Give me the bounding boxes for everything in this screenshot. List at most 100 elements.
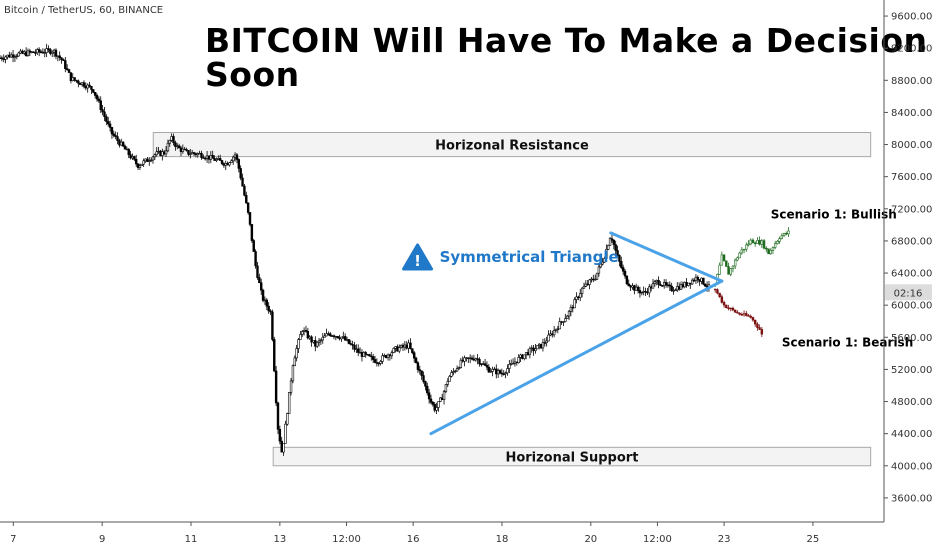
candle-body	[562, 321, 565, 323]
candle-body	[745, 313, 748, 316]
candle-body	[573, 299, 576, 309]
candle-body	[476, 358, 479, 360]
x-tick-label: 12:00	[643, 534, 672, 545]
candle-body	[65, 68, 69, 70]
candle-body	[291, 365, 295, 382]
candle-body	[655, 280, 658, 283]
candle-body	[765, 247, 768, 250]
annotation-label: Scenario 1: Bullish	[771, 208, 897, 222]
candle-body	[327, 333, 330, 335]
candle-body	[9, 54, 13, 58]
candle-body	[224, 163, 227, 166]
candle-body	[627, 283, 630, 287]
candle-body	[592, 278, 595, 281]
candle-body	[623, 270, 627, 277]
candle-body	[547, 334, 550, 342]
candle-body	[110, 127, 114, 135]
candle-body	[121, 141, 125, 147]
candle-body	[429, 398, 433, 403]
candle-body	[506, 368, 509, 374]
candle-body	[399, 344, 403, 349]
y-tick-label: 9200.00	[891, 44, 932, 55]
candle-body	[733, 309, 737, 313]
candle-body	[749, 315, 752, 318]
candle-body	[254, 251, 257, 267]
candle-body	[192, 152, 196, 154]
candle-body	[343, 336, 347, 341]
candle-body	[13, 56, 17, 58]
candle-body	[107, 121, 110, 125]
candle-body	[58, 55, 61, 59]
candle-body	[185, 149, 188, 151]
candle-body	[228, 162, 231, 166]
y-tick-label: 6800.00	[891, 236, 932, 247]
candle-body	[353, 344, 356, 350]
candle-body	[82, 82, 86, 87]
candle-body	[760, 329, 764, 335]
candle-body	[405, 344, 408, 349]
candle-body	[284, 423, 287, 444]
candle-body	[233, 154, 237, 158]
candle-body	[260, 282, 263, 291]
candle-body	[607, 245, 610, 250]
candle-body	[401, 344, 405, 348]
candle-body	[390, 352, 394, 357]
candle-body	[159, 150, 162, 156]
candle-body	[36, 49, 39, 54]
candle-body	[459, 359, 463, 368]
y-tick-label: 5600.00	[891, 333, 932, 344]
candle-body	[541, 342, 545, 349]
candle-body	[773, 243, 777, 248]
candle-body	[747, 315, 750, 317]
candle-body	[39, 51, 43, 53]
candle-body	[241, 177, 244, 187]
candle-body	[62, 59, 65, 61]
candle-body	[713, 288, 717, 291]
candle-body	[84, 86, 88, 89]
candle-body	[334, 336, 338, 338]
candle-body	[187, 150, 190, 155]
x-tick-label: 18	[496, 534, 509, 545]
candle-body	[0, 57, 4, 60]
x-tick-label: 12:00	[332, 534, 361, 545]
candle-body	[543, 342, 546, 344]
candle-body	[590, 278, 593, 281]
candle-body	[52, 49, 56, 53]
candle-body	[736, 257, 739, 261]
candle-body	[246, 202, 250, 213]
candle-body	[179, 147, 183, 152]
candle-body	[418, 369, 421, 372]
candle-body	[138, 165, 142, 168]
candle-body	[45, 48, 48, 53]
candle-body	[368, 354, 371, 357]
candle-body	[454, 370, 457, 373]
candle-body	[446, 381, 449, 385]
candle-body	[646, 291, 649, 294]
candle-body	[11, 54, 15, 58]
candle-body	[34, 52, 37, 54]
candle-body	[552, 330, 556, 336]
candle-body	[439, 397, 442, 402]
zone-box	[272, 446, 872, 467]
candle-body	[381, 355, 384, 362]
candle-body	[698, 279, 701, 282]
annotation-label: Scenario 1: Bearish	[782, 335, 913, 349]
candle-body	[474, 358, 477, 361]
candle-body	[174, 142, 177, 147]
candle-body	[595, 272, 599, 280]
candle-body	[407, 342, 410, 349]
candle-body	[614, 244, 617, 251]
candle-body	[386, 354, 390, 358]
candle-body	[108, 123, 112, 128]
candle-body	[37, 49, 41, 53]
warning-icon	[402, 243, 434, 271]
candle-body	[183, 148, 186, 151]
candle-body	[528, 348, 532, 356]
candle-body	[751, 239, 755, 244]
candle-body	[93, 91, 97, 96]
candle-body	[653, 281, 657, 284]
candle-body	[758, 327, 761, 330]
candle-body	[289, 380, 293, 393]
candle-body	[718, 264, 721, 275]
